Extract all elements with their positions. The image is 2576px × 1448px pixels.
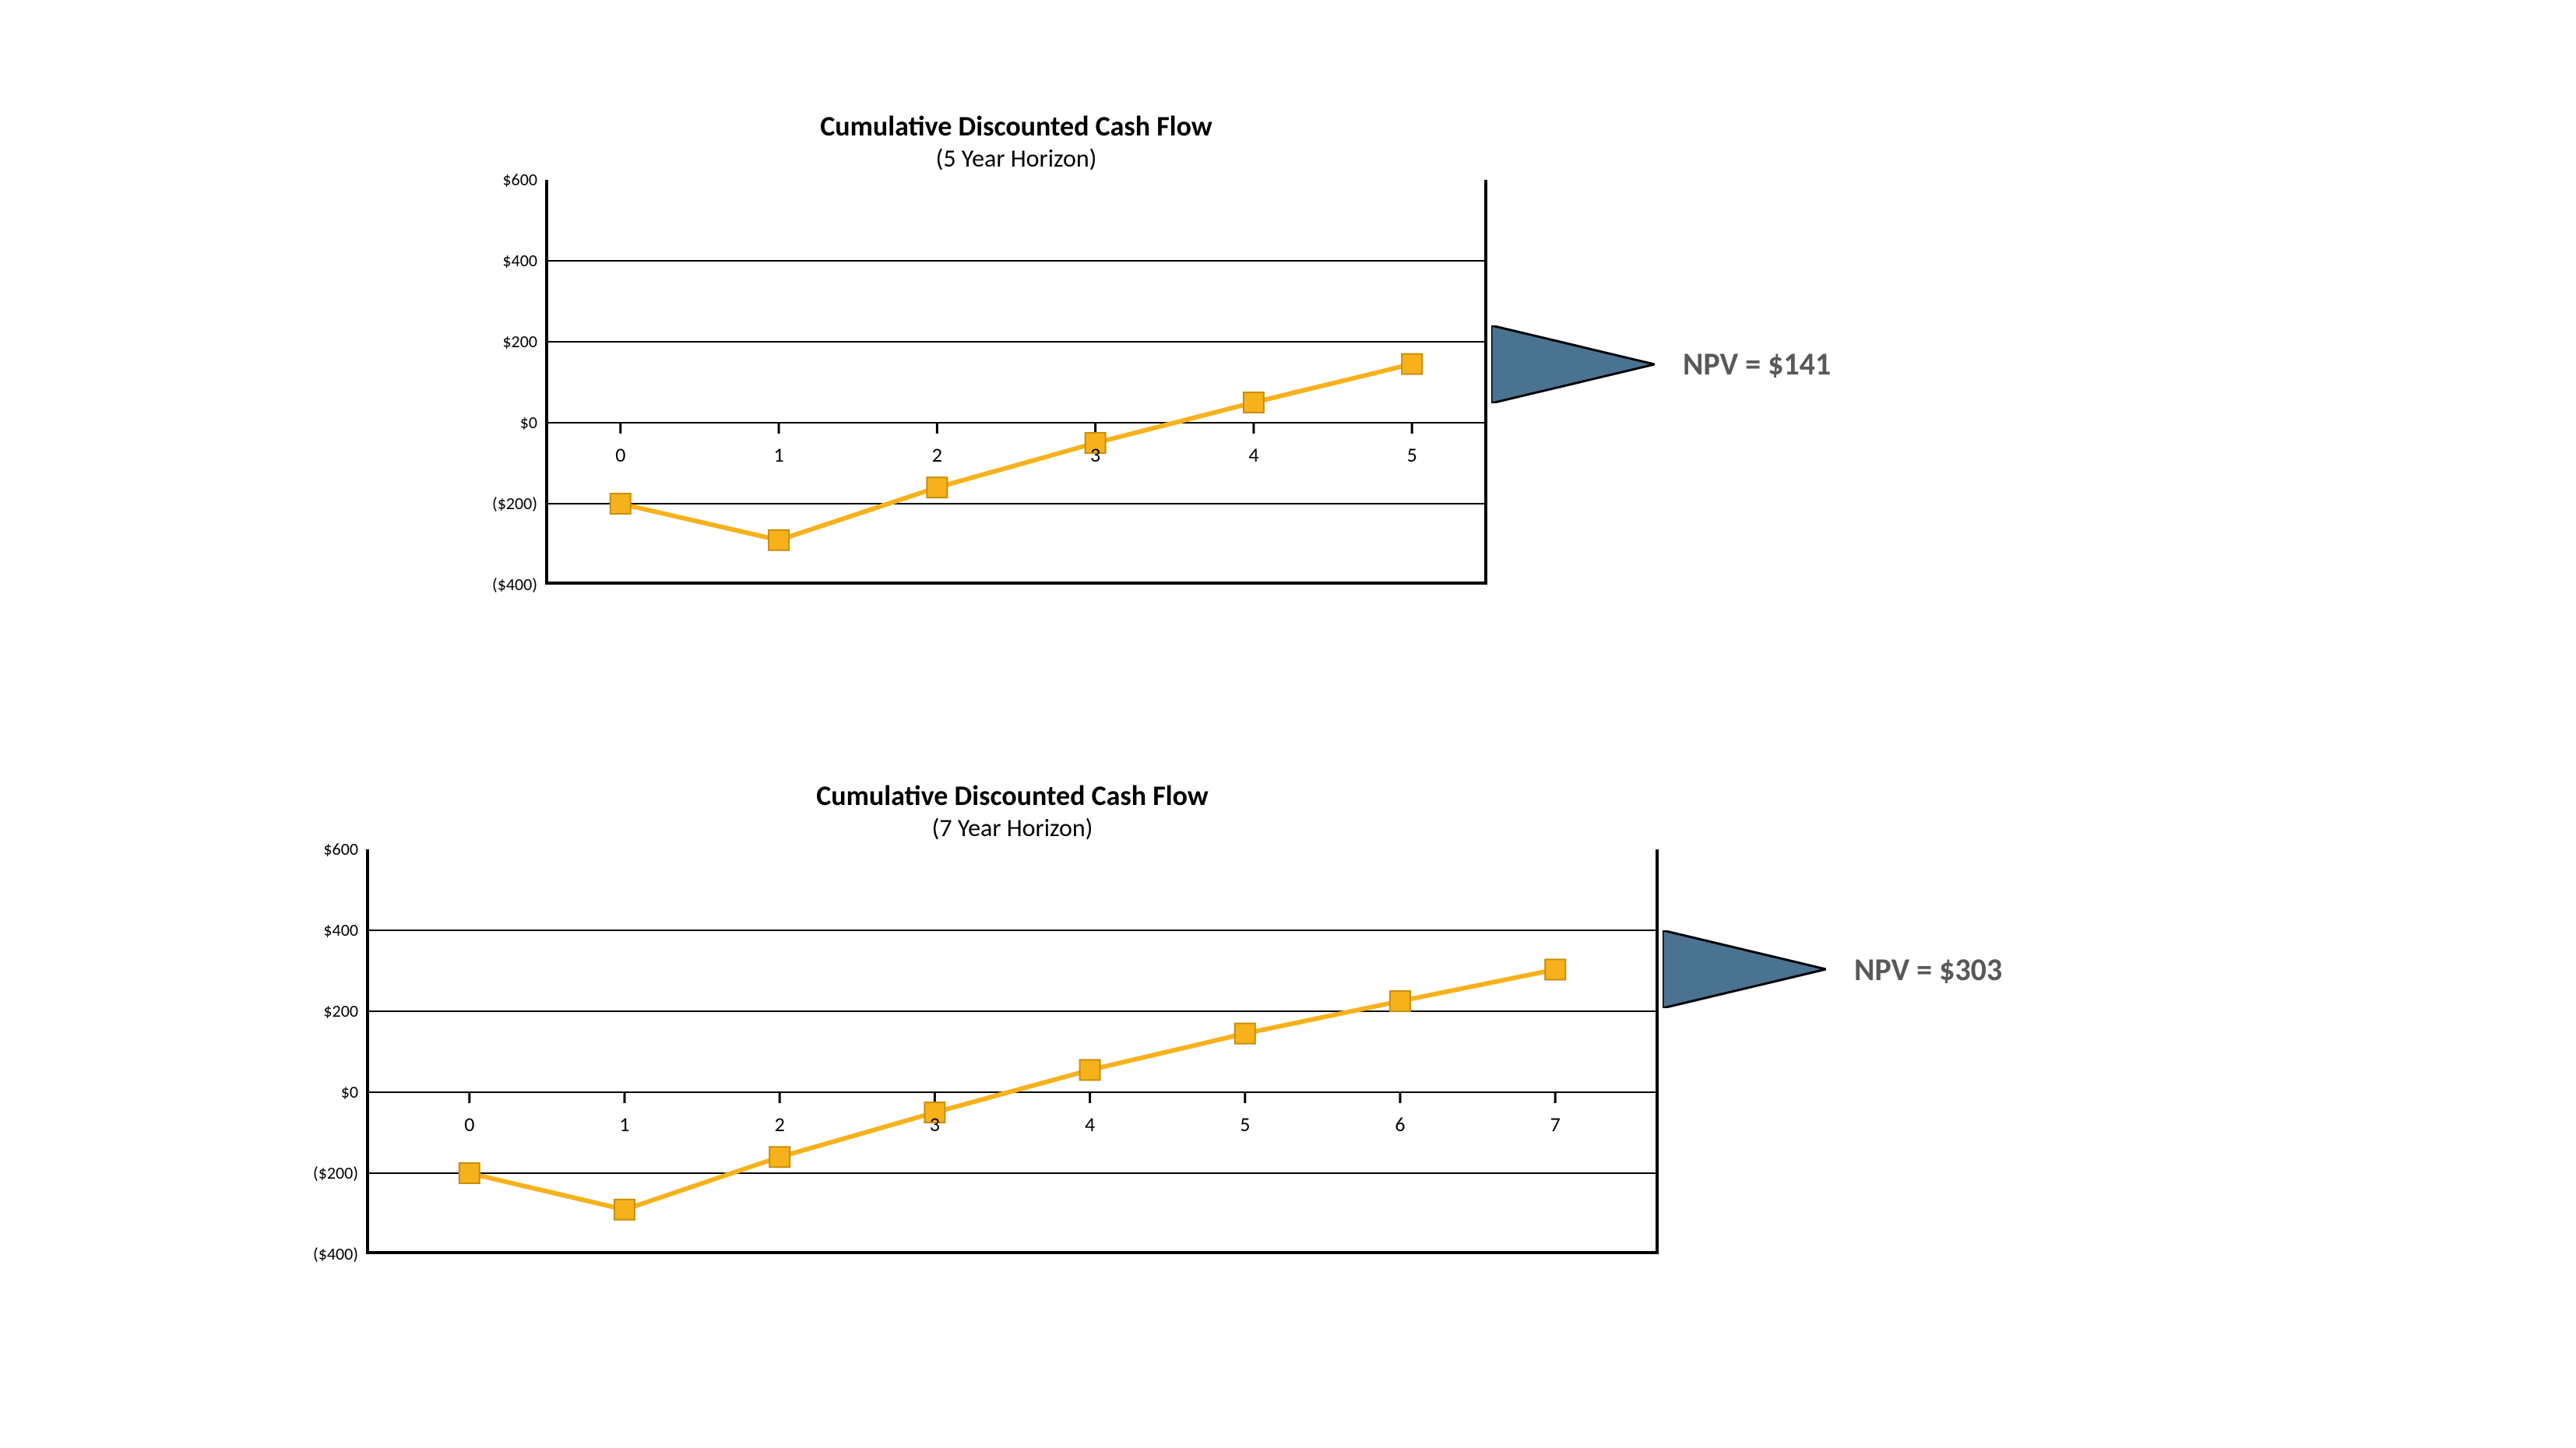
series-marker [1080,1060,1100,1080]
pointer-triangle-shape [1663,930,1826,1008]
y-tick-label: $600 [502,171,537,188]
chart-title-main: Cumulative Discounted Cash Flow [366,778,1659,813]
plot-svg [366,849,1659,1254]
x-tick-label: 6 [1395,1114,1405,1134]
series-marker [769,530,789,550]
npv-annotation: NPV = $303 [1663,930,2002,1008]
plot-area: ($400)($200)$0$200$400$600012345NPV = $1… [545,180,1487,585]
y-tick-label: $0 [520,414,537,431]
npv-annotation: NPV = $141 [1491,325,1831,403]
x-tick-label: 2 [932,445,942,465]
series-marker [459,1163,480,1183]
y-tick-label: $200 [323,1003,358,1020]
series-marker [1390,991,1410,1011]
y-tick-label: $400 [502,252,537,269]
pointer-triangle-shape [1491,325,1655,403]
y-tick-label: $0 [341,1084,358,1101]
npv-value-label: NPV = $303 [1854,951,2002,989]
series-line [621,364,1412,540]
y-tick-label: ($400) [313,1246,358,1263]
chart-title-sub: (5 Year Horizon) [545,143,1487,174]
chart-title-sub: (7 Year Horizon) [366,813,1659,843]
npv-value-label: NPV = $141 [1683,345,1831,383]
y-tick-label: $400 [323,922,358,939]
page-container: { "page": { "background_color": "#ffffff… [0,0,2576,1448]
x-tick-label: 7 [1550,1114,1561,1134]
chart-block-chart1: Cumulative Discounted Cash Flow(5 Year H… [545,109,1487,585]
y-tick-label: ($200) [492,495,537,512]
series-marker [769,1147,790,1167]
series-marker [1545,959,1565,979]
pointer-triangle-icon [1663,930,1826,1008]
x-tick-label: 1 [619,1114,629,1134]
x-tick-label: 5 [1240,1114,1250,1134]
y-tick-label: $200 [502,333,537,350]
plot-area: ($400)($200)$0$200$400$60001234567NPV = … [366,849,1659,1254]
chart-title: Cumulative Discounted Cash Flow(5 Year H… [545,109,1487,174]
chart-block-chart2: Cumulative Discounted Cash Flow(7 Year H… [366,778,1659,1254]
series-marker [1244,392,1264,413]
series-marker [614,1200,635,1220]
series-marker [927,477,947,497]
x-tick-label: 5 [1407,445,1417,465]
x-tick-label: 2 [775,1114,785,1134]
series-marker [1402,354,1422,374]
x-tick-label: 4 [1248,445,1258,465]
y-tick-label: ($200) [313,1165,358,1182]
chart-title-main: Cumulative Discounted Cash Flow [545,109,1487,143]
x-tick-label: 0 [464,1114,474,1134]
series-marker [1235,1024,1255,1044]
x-tick-label: 0 [615,445,625,465]
x-tick-label: 4 [1085,1114,1095,1134]
y-tick-label: $600 [323,841,358,858]
x-tick-label: 3 [1090,445,1100,465]
pointer-triangle-icon [1491,325,1655,403]
series-marker [611,494,631,514]
y-tick-label: ($400) [492,576,537,593]
chart-title: Cumulative Discounted Cash Flow(7 Year H… [366,778,1659,843]
plot-svg [545,180,1487,585]
x-tick-label: 1 [773,445,783,465]
x-tick-label: 3 [930,1114,940,1134]
